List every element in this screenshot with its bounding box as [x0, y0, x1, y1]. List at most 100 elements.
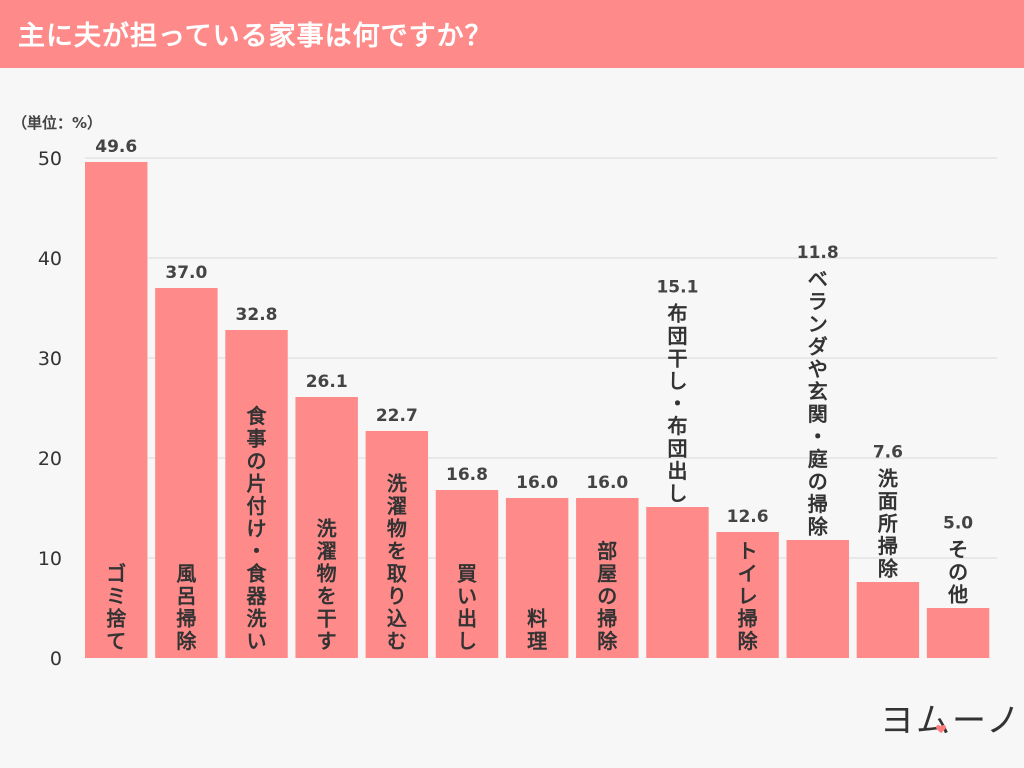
- svg-text:け: け: [247, 517, 267, 541]
- svg-text:付: 付: [247, 494, 267, 518]
- svg-text:除: 除: [878, 557, 899, 581]
- svg-text:の: の: [247, 449, 267, 473]
- svg-text:除: 除: [808, 515, 829, 539]
- y-tick-label: 30: [38, 348, 62, 370]
- svg-text:干: 干: [317, 607, 337, 631]
- brand-logo: ヨムーノ: [880, 701, 1022, 741]
- svg-text:食: 食: [247, 562, 268, 586]
- svg-text:出: 出: [667, 459, 687, 483]
- svg-text:布: 布: [667, 414, 687, 438]
- svg-text:関: 関: [808, 402, 828, 426]
- svg-text:い: い: [457, 584, 477, 608]
- svg-text:む: む: [387, 629, 407, 653]
- svg-text:掃: 掃: [597, 607, 617, 631]
- svg-text:除: 除: [597, 629, 618, 653]
- data-label: 16.0: [516, 473, 558, 493]
- bar: [646, 507, 709, 658]
- data-label: 16.0: [586, 473, 628, 493]
- svg-text:イ: イ: [738, 562, 758, 586]
- bar: [576, 498, 639, 658]
- svg-text:部: 部: [597, 539, 617, 563]
- chart-title: 主に夫が担っている家事は何ですか？: [18, 21, 493, 52]
- y-tick-label: 40: [38, 248, 62, 270]
- data-label: 12.6: [727, 507, 769, 527]
- svg-text:捨: 捨: [106, 607, 127, 631]
- svg-text:・: ・: [247, 539, 267, 563]
- svg-text:出: 出: [457, 607, 477, 631]
- svg-text:ン: ン: [808, 312, 828, 336]
- svg-text:掃: 掃: [738, 607, 758, 631]
- bar: [85, 162, 148, 658]
- data-label: 5.0: [943, 514, 973, 534]
- svg-text:て: て: [106, 629, 126, 653]
- svg-text:洗: 洗: [317, 517, 337, 541]
- bar: [435, 490, 499, 658]
- x-tick-label: その他: [947, 538, 968, 607]
- svg-text:ラ: ラ: [808, 290, 828, 314]
- svg-text:呂: 呂: [176, 584, 196, 608]
- svg-text:り: り: [387, 584, 407, 608]
- svg-text:い: い: [247, 629, 267, 653]
- svg-text:除: 除: [738, 629, 759, 653]
- svg-text:そ: そ: [948, 538, 968, 562]
- svg-text:ベ: ベ: [808, 267, 828, 291]
- data-label: 16.8: [446, 465, 488, 485]
- svg-text:の: の: [808, 470, 828, 494]
- bar: [295, 397, 358, 658]
- svg-text:ト: ト: [738, 539, 758, 563]
- svg-text:器: 器: [246, 584, 268, 608]
- svg-text:取: 取: [387, 562, 407, 586]
- data-label: 22.7: [376, 406, 418, 426]
- svg-text:・: ・: [808, 425, 828, 449]
- svg-text:団: 団: [667, 324, 687, 348]
- svg-text:し: し: [457, 629, 477, 653]
- svg-text:面: 面: [878, 489, 898, 513]
- data-label: 37.0: [165, 263, 207, 283]
- svg-text:干: 干: [667, 347, 687, 371]
- svg-text:の: の: [597, 584, 617, 608]
- unit-label: （単位：%）: [12, 114, 103, 132]
- svg-text:布: 布: [667, 302, 687, 326]
- svg-text:風: 風: [176, 562, 196, 586]
- bar: [155, 288, 218, 658]
- svg-text:濯: 濯: [317, 539, 337, 563]
- svg-text:他: 他: [947, 583, 968, 607]
- svg-text:理: 理: [527, 629, 547, 653]
- svg-text:ダ: ダ: [808, 335, 828, 359]
- svg-text:掃: 掃: [808, 492, 828, 516]
- svg-text:団: 団: [667, 437, 687, 461]
- svg-text:物: 物: [317, 562, 337, 586]
- heart-icon: [936, 724, 946, 733]
- data-label: 15.1: [656, 278, 698, 298]
- bar: [716, 532, 779, 658]
- svg-text:す: す: [317, 629, 337, 653]
- title-bar: [0, 0, 1024, 68]
- data-label: 49.6: [95, 137, 137, 157]
- svg-text:を: を: [317, 584, 337, 608]
- svg-text:食: 食: [247, 404, 268, 428]
- svg-text:除: 除: [176, 629, 197, 653]
- svg-text:掃: 掃: [878, 534, 898, 558]
- svg-text:玄: 玄: [808, 380, 828, 404]
- x-tick-label: 料理: [527, 607, 547, 654]
- svg-text:洗: 洗: [878, 467, 898, 491]
- svg-text:屋: 屋: [597, 562, 617, 586]
- data-label: 32.8: [236, 305, 278, 325]
- svg-text:洗: 洗: [247, 607, 267, 631]
- svg-text:の: の: [948, 560, 968, 584]
- bar: [786, 540, 849, 658]
- svg-text:片: 片: [247, 472, 267, 496]
- svg-text:ゴ: ゴ: [106, 562, 126, 586]
- data-label: 26.1: [306, 372, 348, 392]
